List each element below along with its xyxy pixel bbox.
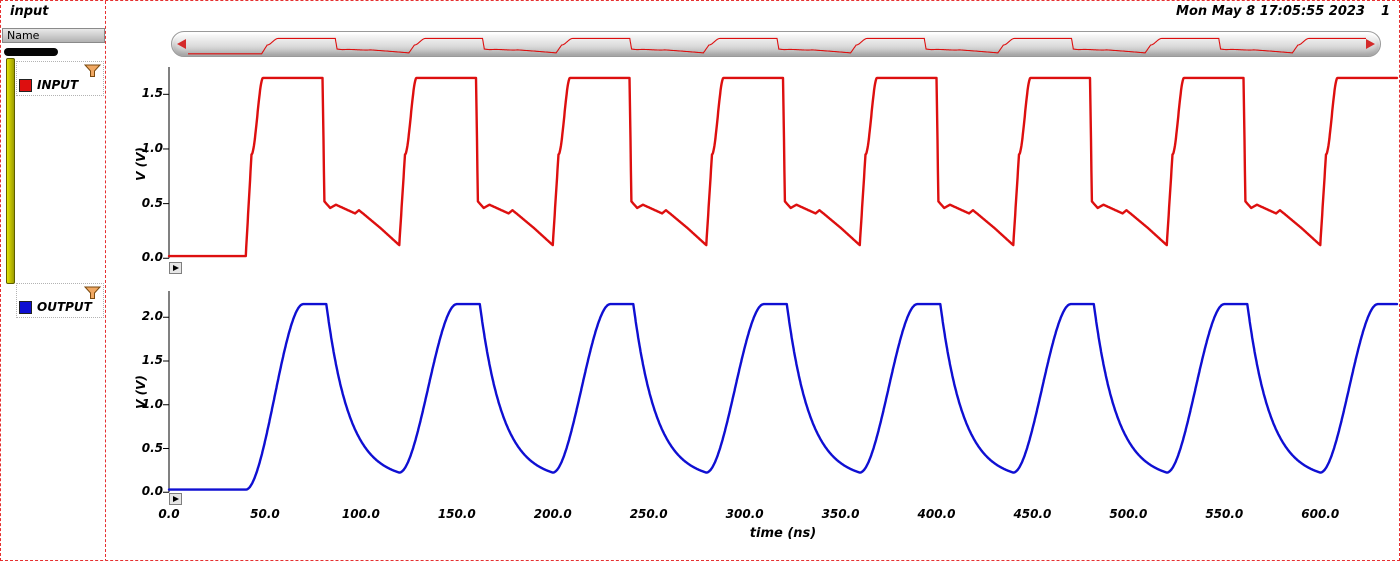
- filter-funnel-icon[interactable]: [83, 63, 102, 77]
- y-tick-label: 1.5: [141, 353, 163, 367]
- input-trace: [167, 76, 1399, 258]
- scroll-left-arrow-icon[interactable]: [177, 39, 186, 49]
- page-number: 1: [1380, 4, 1390, 19]
- x-tick-label: 450.0: [1013, 507, 1052, 521]
- drag-handle[interactable]: [4, 48, 58, 56]
- x-tick-label: 300.0: [725, 507, 764, 521]
- signal-color-swatch: [19, 78, 32, 92]
- play-triangle-icon: [173, 265, 179, 271]
- y-tick-label: 0.0: [141, 250, 163, 265]
- x-tick-label: 550.0: [1205, 507, 1244, 521]
- y-tick-label: 0.5: [141, 440, 163, 455]
- y-tick-label: 1.5: [141, 86, 163, 101]
- window-title: input: [10, 4, 49, 19]
- y-tick-label: 1.0: [141, 396, 163, 411]
- x-tick-label: 600.0: [1301, 507, 1340, 521]
- scroll-right-arrow-icon[interactable]: [1366, 39, 1375, 49]
- panel-expander-button[interactable]: [169, 262, 182, 274]
- output-trace: [167, 302, 1399, 491]
- x-tick-label: 400.0: [917, 507, 956, 521]
- signal-label: INPUT: [37, 78, 79, 92]
- timestamp-text: Mon May 8 17:05:55 2023: [1176, 4, 1365, 19]
- y-tick-label: 0.5: [141, 195, 163, 210]
- signal-item-input[interactable]: INPUT: [19, 78, 101, 92]
- y-tick-label: 2.0: [141, 309, 163, 324]
- signal-item-output[interactable]: OUTPUT: [19, 300, 101, 314]
- x-axis-title: time (ns): [749, 526, 817, 541]
- x-tick-label: 350.0: [821, 507, 860, 521]
- signal-label: OUTPUT: [37, 300, 92, 314]
- input-trace-plot[interactable]: [161, 65, 1399, 271]
- name-column-header[interactable]: Name: [2, 28, 105, 43]
- signal-block-input: INPUT: [16, 61, 104, 96]
- x-tick-label: 500.0: [1109, 507, 1148, 521]
- x-tick-label: 50.0: [250, 507, 280, 521]
- y-tick-label: 1.0: [141, 140, 163, 155]
- panel-selector-bar[interactable]: [6, 58, 15, 284]
- output-trace-plot[interactable]: [161, 289, 1399, 505]
- signal-block-output: OUTPUT: [16, 283, 104, 318]
- x-tick-label: 100.0: [341, 507, 380, 521]
- play-triangle-icon: [173, 496, 179, 502]
- filter-funnel-icon[interactable]: [83, 285, 102, 299]
- x-tick-label: 200.0: [533, 507, 572, 521]
- signal-color-swatch: [19, 300, 32, 314]
- x-tick-label: 250.0: [629, 507, 668, 521]
- panel-expander-button[interactable]: [169, 493, 182, 505]
- timestamp: Mon May 8 17:05:55 2023 1: [1176, 4, 1390, 19]
- overview-waveform: [188, 37, 1366, 55]
- x-tick-label: 150.0: [437, 507, 476, 521]
- y-tick-label: 0.0: [141, 484, 163, 499]
- x-tick-label: 0.0: [158, 507, 180, 521]
- sidebar-divider: [105, 1, 106, 560]
- overview-trace: [188, 37, 1366, 55]
- overview-scrollbar[interactable]: [171, 31, 1381, 57]
